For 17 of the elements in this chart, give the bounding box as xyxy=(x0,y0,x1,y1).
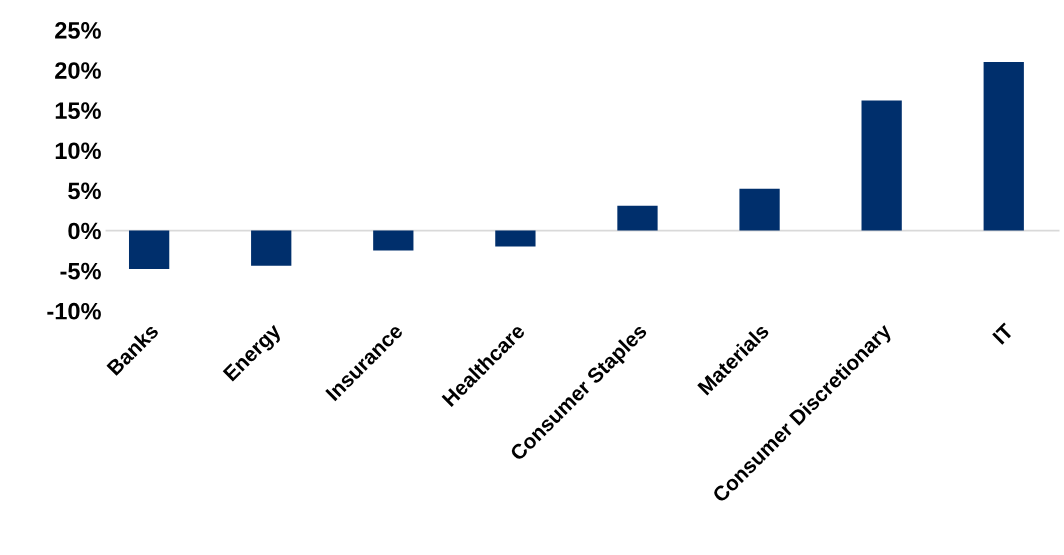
y-tick-label: 0% xyxy=(68,222,101,240)
bar xyxy=(373,230,414,251)
bar xyxy=(495,230,536,247)
y-tick-label: -10% xyxy=(47,302,101,320)
y-tick-label: 15% xyxy=(55,102,101,119)
bar xyxy=(739,188,780,231)
bar xyxy=(617,205,658,231)
y-tick-label: 25% xyxy=(55,22,101,39)
bar xyxy=(128,230,170,270)
y-tick-label: 5% xyxy=(68,182,101,200)
x-tick-label: IT xyxy=(992,322,1015,345)
bar xyxy=(861,100,902,231)
bar xyxy=(251,230,292,266)
y-tick-label: 10% xyxy=(55,142,101,160)
y-tick-label: -5% xyxy=(60,262,101,280)
y-tick-label: 20% xyxy=(55,62,101,79)
bar xyxy=(983,62,1024,231)
